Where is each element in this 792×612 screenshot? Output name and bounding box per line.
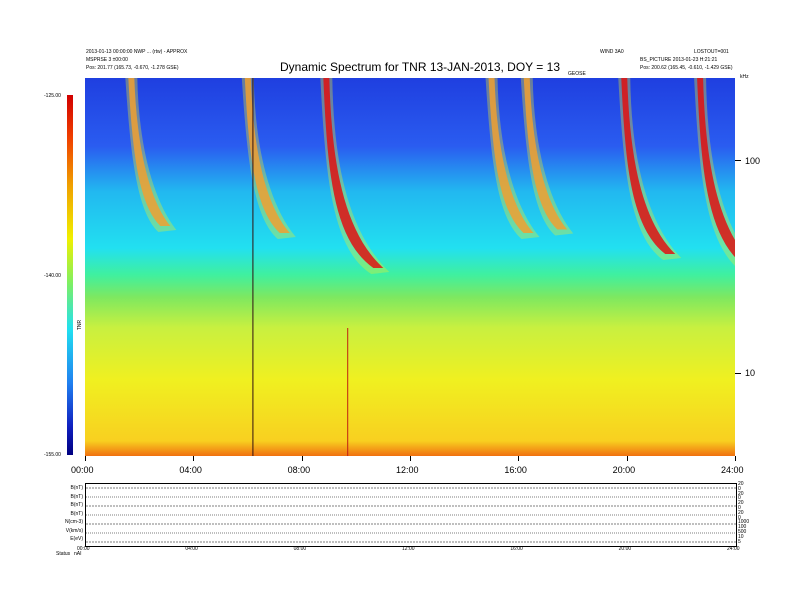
header-info-line1: 2013-01-13 00:00:00 NWP ... (rtw) - APPR… [86, 49, 188, 55]
bottom-right-tick: 20 [738, 500, 744, 507]
right-tick-100: 100 [745, 156, 761, 166]
x-tick-mark [735, 456, 736, 461]
x-tick-mark [518, 456, 520, 461]
bottom-row-label: N(cm-3) [64, 519, 83, 525]
unit-label: kHz [740, 74, 749, 80]
x-tick-mark [410, 456, 411, 461]
burst-halo [241, 78, 296, 239]
x-tick-mark [85, 456, 86, 461]
bottom-x-tick: 16:00 [510, 546, 523, 552]
bottom-panel [85, 483, 737, 547]
x-axis: 00:00 04:00 08:00 12:00 16:00 20:00 24:00 [71, 456, 744, 480]
bottom-right-tick: 0 [738, 485, 741, 492]
burst-halo [485, 78, 540, 239]
header-center-right: WIND 3A0 [600, 49, 624, 55]
bottom-x-tick: 24:00 [727, 546, 740, 552]
colorbar-tick-mid: -140.00 [44, 273, 61, 279]
bottom-right-tick: 0 [738, 505, 741, 511]
burst-streak [697, 78, 735, 257]
colorbar-label: TNR [77, 319, 84, 331]
header-right-line2: BS_PICTURE 2013-01-23 H:21:21 [640, 57, 718, 63]
x-tick-mark [193, 456, 195, 461]
bottom-right-tick: 5 [738, 538, 741, 545]
bottom-right-tick: 100 [738, 524, 747, 531]
bottom-row-label: B(nT) [70, 485, 84, 491]
bottom-row-label: B(nT) [70, 510, 84, 517]
x-tick-label: 12:00 [396, 465, 419, 475]
burst-halo [520, 78, 574, 236]
colorbar-tick-top: -125.00 [44, 93, 61, 99]
x-tick-mark [301, 456, 303, 461]
bottom-x-tick: 20:00 [618, 546, 632, 552]
x-tick-label: 00:00 [71, 465, 94, 475]
bottom-row-labels: B(nT) B(nT) B(nT) B(nT) N(cm-3) V(km/s) E(eV) [30, 483, 85, 545]
colorbar-tick-bottom: -155.00 [44, 452, 61, 458]
bottom-right-tick: 500 [738, 529, 747, 535]
right-tick-10: 10 [745, 368, 756, 378]
x-tick-label: 16:00 [504, 465, 527, 475]
x-tick-label: 24:00 [721, 465, 744, 475]
x-tick-label: 08:00 [287, 465, 311, 475]
bottom-row-label: V(km/s) [65, 527, 83, 534]
x-tick-label: 04:00 [179, 465, 202, 475]
bottom-right-tick: 20 [738, 481, 744, 487]
bottom-right-tick: 20 [738, 490, 744, 497]
header-info-line3: Pos: 201.77 (165.73, -0.670, -1.278 GSE) [86, 65, 179, 71]
status-label: Status [56, 551, 71, 557]
bottom-right-tick: 0 [738, 495, 741, 502]
right-tick-mark-100 [735, 160, 741, 161]
bottom-row-label: B(nT) [70, 493, 84, 500]
burst-streak [621, 78, 676, 254]
spectrogram-overlay [125, 78, 735, 456]
chart-title: Dynamic Spectrum for TNR 13-JAN-2013, DO… [280, 60, 560, 74]
bottom-x-tick: 04:00 [185, 546, 198, 552]
mid-label: GEOSE [568, 71, 586, 77]
burst-streak [488, 78, 534, 233]
bottom-right-tick: 0 [738, 514, 741, 521]
bottom-traces [86, 487, 736, 543]
bottom-right-tick: 10 [738, 533, 744, 540]
burst-streak [128, 78, 171, 226]
bottom-right-tick: 20 [738, 509, 744, 516]
bottom-row-label: B(nT) [70, 502, 84, 508]
colorbar [67, 95, 73, 455]
bottom-right-ticks: 20 0 20 0 20 0 20 0 1000 100 500 10 5 [738, 481, 758, 545]
bottom-x-axis: 00:00 04:00 08:00 12:00 16:00 20:00 24:00 [77, 546, 740, 554]
spectrogram-plot [85, 78, 735, 456]
burst-streak [244, 78, 290, 233]
bottom-x-tick: 00:00 [77, 546, 90, 552]
bottom-x-tick: 12:00 [402, 546, 415, 552]
burst-streak [323, 78, 384, 268]
right-tick-mark-10 [735, 373, 741, 374]
header-info-line2: MSPRSE 3 ±00:00 [86, 57, 128, 63]
bottom-row-label: E(eV) [70, 536, 83, 542]
header-right-line3: Pos: 200.62 (165.45, -0.610, -1.429 GSE) [640, 65, 733, 71]
x-tick-label: 20:00 [612, 465, 636, 475]
header-right-line1: LOSTOUT=001 [694, 49, 729, 55]
burst-streak [523, 78, 568, 230]
burst-halo [125, 78, 177, 232]
bottom-x-tick: 08:00 [293, 546, 307, 552]
x-tick-mark [626, 456, 628, 461]
status-value: nAI [74, 551, 82, 557]
bottom-right-tick: 1000 [738, 519, 750, 526]
